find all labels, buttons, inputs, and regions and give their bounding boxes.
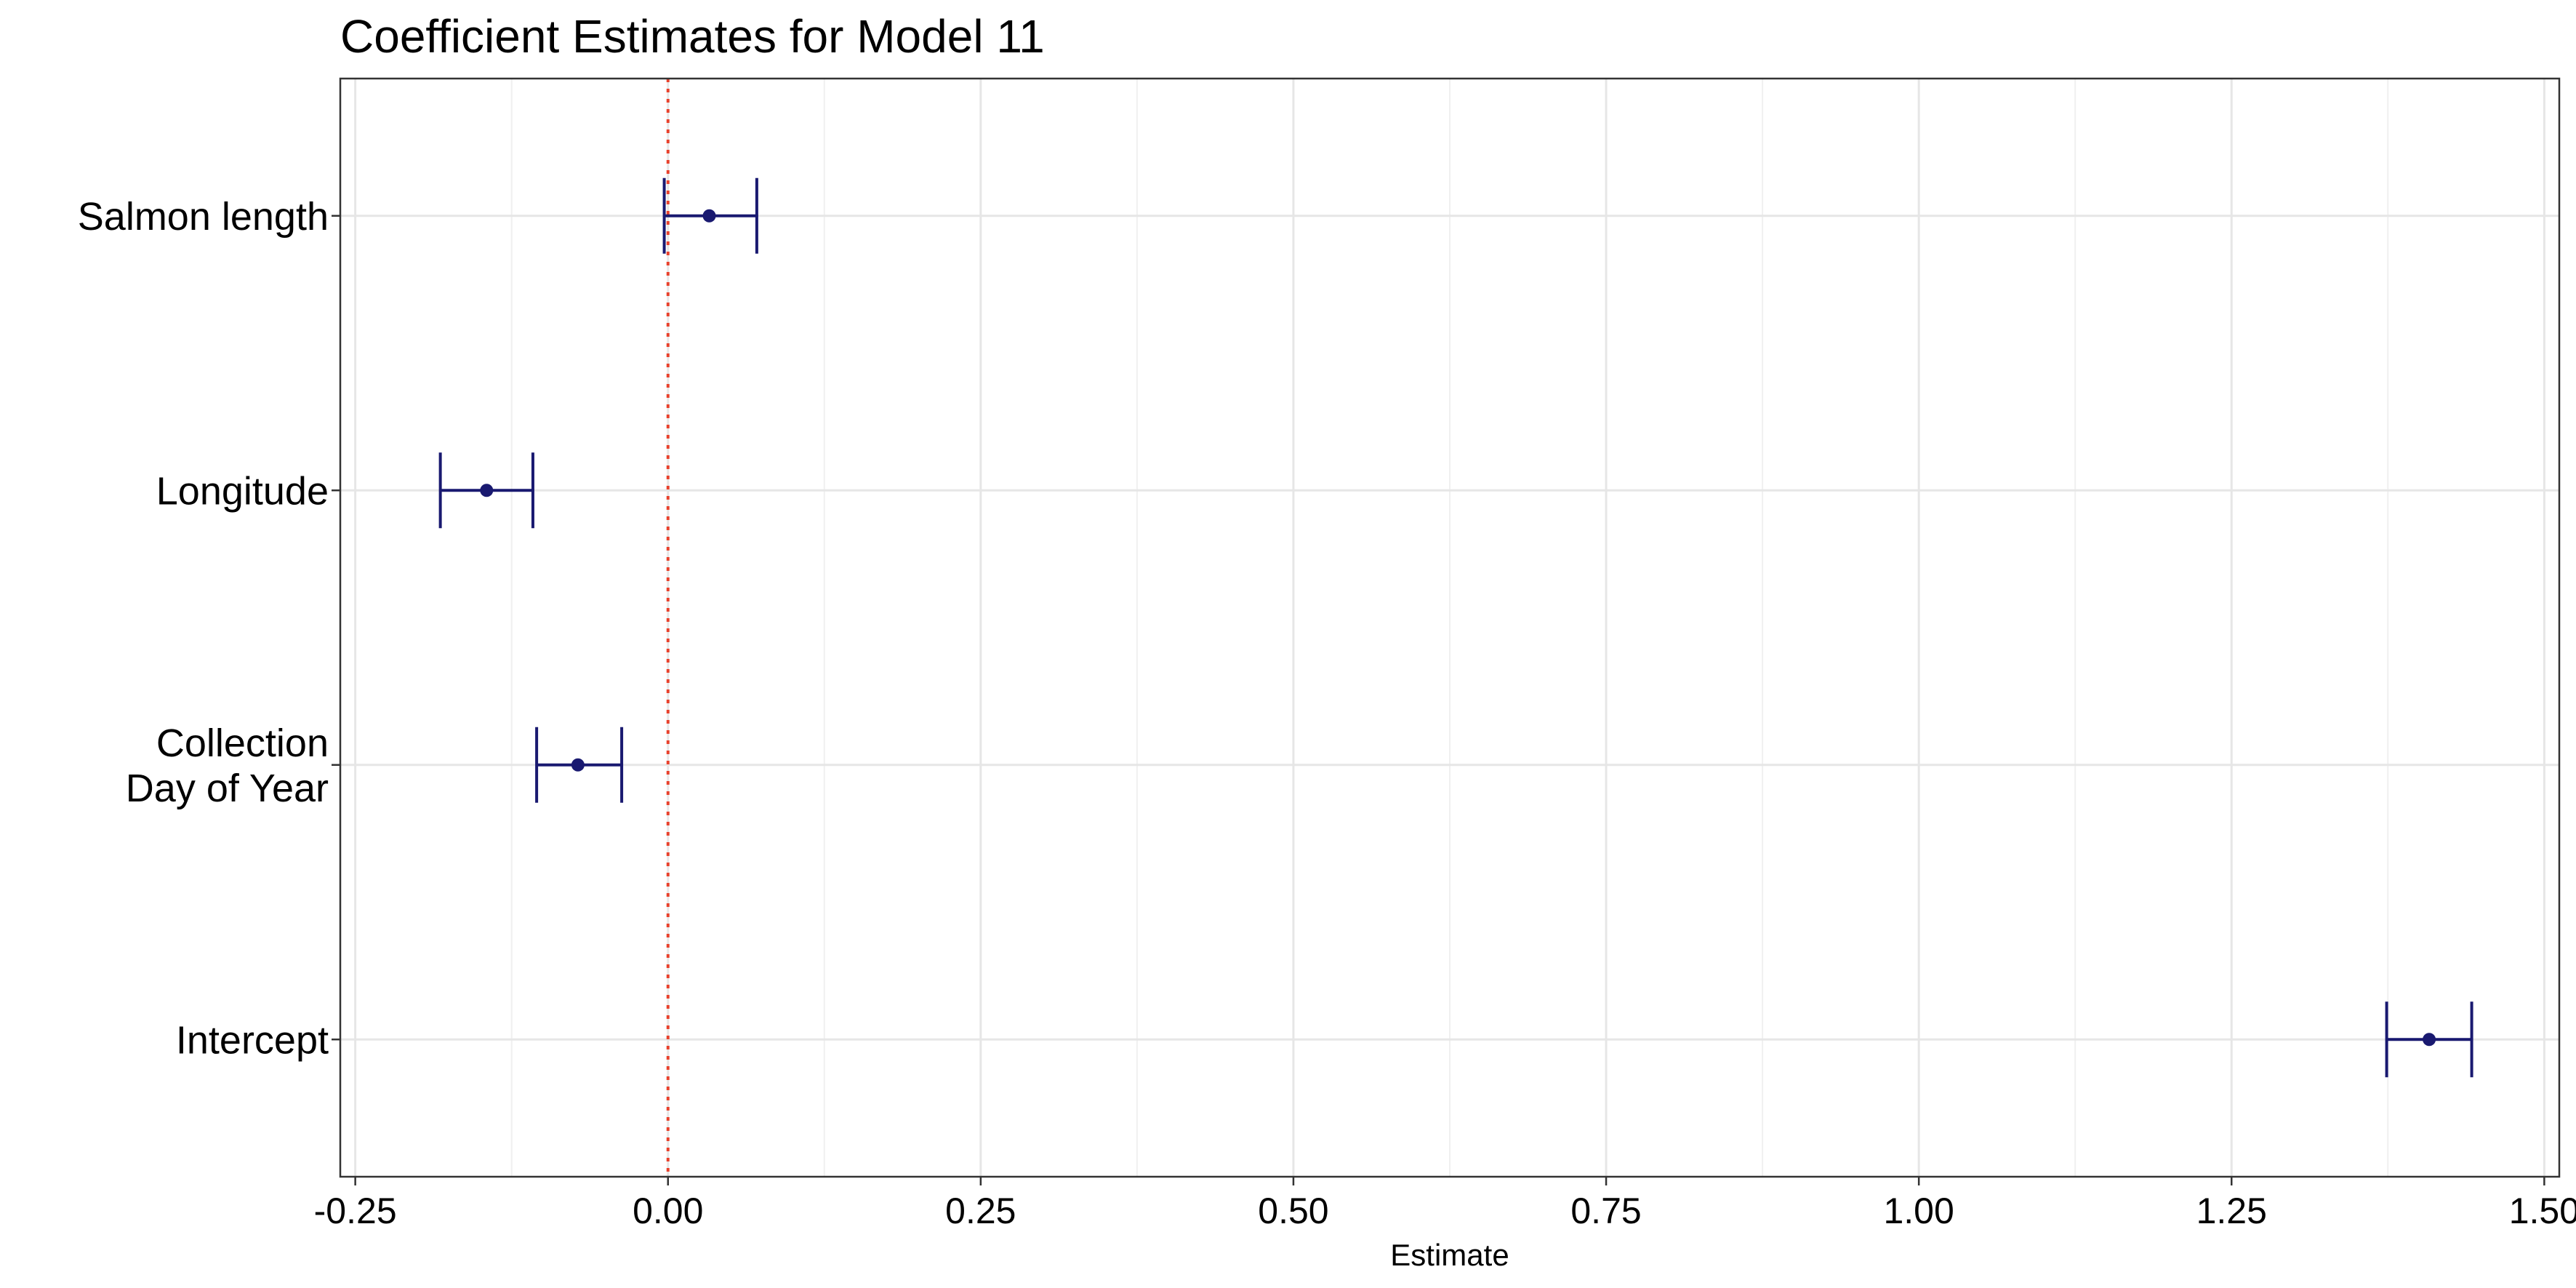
grid-lines — [340, 79, 2559, 1177]
x-axis-title: Estimate — [1390, 1238, 1509, 1272]
panel-border — [339, 77, 2561, 1178]
x-tick-label: 0.00 — [633, 1191, 703, 1231]
x-tick-label: 1.50 — [2509, 1191, 2576, 1231]
y-tick-label-line: Day of Year — [126, 767, 329, 810]
x-tick-label: -0.25 — [314, 1191, 397, 1231]
y-tick-label-line: Longitude — [156, 469, 329, 513]
estimate-group — [438, 452, 534, 529]
x-axis: -0.25 0.00 0.25 0.50 0.75 1.00 1.25 1.50 — [314, 1177, 2576, 1231]
x-tick-label: 1.00 — [1883, 1191, 1954, 1231]
point-estimate — [2423, 1033, 2436, 1047]
chart-title: Coefficient Estimates for Model 11 — [340, 10, 1045, 63]
estimate-group — [2385, 1001, 2473, 1078]
y-tick-label-line: Intercept — [176, 1018, 329, 1062]
estimate-group — [535, 727, 624, 803]
point-estimate — [702, 209, 716, 223]
y-tick-label: Salmon length — [78, 195, 329, 239]
y-tick-label-line: Collection — [156, 721, 329, 765]
estimate-group — [662, 177, 758, 254]
point-estimate — [480, 484, 494, 497]
y-tick-label-line: Salmon length — [78, 195, 329, 239]
y-tick-label: Longitude — [156, 469, 329, 513]
x-tick-label: 1.25 — [2196, 1191, 2267, 1231]
x-tick-label: 0.25 — [945, 1191, 1016, 1231]
estimate-marks — [438, 177, 2473, 1078]
y-tick-label: Collection Day of Year — [126, 721, 329, 810]
y-axis: Salmon length Longitude Collection Day of Y… — [78, 195, 340, 1062]
point-estimate — [571, 758, 585, 772]
x-tick-label: 0.75 — [1570, 1191, 1641, 1231]
x-tick-label: 0.50 — [1258, 1191, 1328, 1231]
y-tick-label: Intercept — [176, 1018, 329, 1062]
